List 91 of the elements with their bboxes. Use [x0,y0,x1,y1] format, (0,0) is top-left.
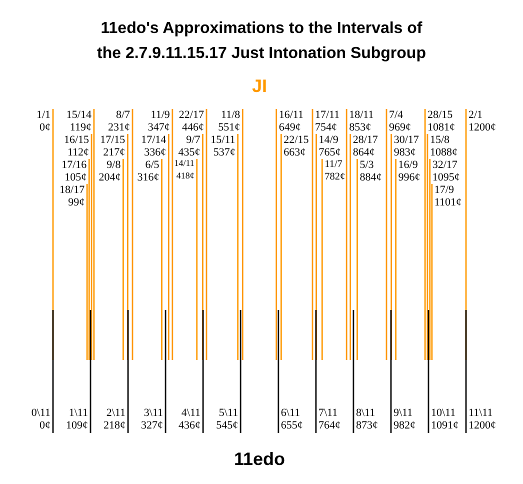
data-label: 336¢ [144,146,166,158]
category-label: 8/7 [116,109,130,121]
data-label: 99¢ [68,196,85,208]
category-label: 7\11 [318,407,338,419]
data-label: 446¢ [182,122,204,134]
data-label: 982¢ [393,420,416,432]
category-label: 15/14 [66,109,92,121]
category-label: 5/3 [360,159,374,171]
data-label: 1088¢ [430,146,458,158]
category-label: 11\11 [468,407,493,419]
data-label: 105¢ [64,172,87,184]
data-label: 435¢ [178,146,200,158]
data-label: 537¢ [213,146,236,158]
data-label: 853¢ [349,122,372,134]
legend-label: JI [252,76,268,96]
category-label: 14/11 [174,158,194,168]
data-label: 436¢ [178,420,201,432]
data-label: 983¢ [394,146,416,158]
legend-label: 11edo [234,449,286,469]
category-label: 1/1 [36,109,50,121]
category-label: 16/15 [64,134,90,146]
category-label: 16/11 [278,109,304,121]
data-label: 884¢ [360,172,382,184]
category-label: 22/15 [284,134,310,146]
data-label: 1091¢ [430,420,458,432]
category-label: 18/17 [60,184,86,196]
data-label: 782¢ [324,172,346,182]
category-label: 0\11 [31,407,50,419]
category-label: 17/11 [315,109,340,121]
data-label: 969¢ [388,122,411,134]
category-label: 17/14 [141,134,167,146]
category-label: 2\11 [106,407,126,419]
category-label: 15/11 [210,134,236,146]
category-label: 3\11 [144,407,164,419]
category-label: 10\11 [430,407,456,419]
data-label: 418¢ [176,170,194,180]
data-label: 649¢ [278,122,301,134]
data-label: 0¢ [40,420,50,432]
category-label: 1\11 [68,407,88,419]
data-label: 873¢ [356,420,378,432]
category-label: 28/17 [352,134,378,146]
data-label: 112¢ [67,146,90,158]
category-label: 17/16 [62,159,88,171]
category-label: 17/9 [434,184,454,196]
data-label: 1095¢ [432,172,460,184]
category-label: 18/11 [349,109,374,121]
category-label: 28/15 [428,109,454,121]
data-label: 347¢ [148,122,170,134]
category-label: 7/4 [388,109,404,121]
category-label: 2/1 [468,109,483,121]
category-label: 6/5 [145,159,160,171]
data-label: 119¢ [70,122,92,134]
data-label: 655¢ [280,420,303,432]
data-label: 218¢ [104,420,126,432]
data-label: 764¢ [318,420,340,432]
category-label: 9/8 [106,159,122,171]
category-label: 9/7 [186,134,201,146]
category-label: 30/17 [394,134,420,146]
data-label: 231¢ [108,122,130,134]
data-label: 663¢ [284,146,306,158]
data-label: 1101¢ [434,196,462,208]
category-label: 16/9 [398,159,418,171]
category-label: 8\11 [356,407,376,419]
data-label: 109¢ [66,420,88,432]
data-label: 551¢ [218,122,240,134]
data-label: 327¢ [141,420,164,432]
data-label: 0¢ [40,122,50,134]
data-label: 765¢ [318,146,341,158]
category-label: 4\11 [181,407,201,419]
text: 11edo's Approximations to the Intervals of the 2.7.9.11.15.17 Just Intonation Subgroup [97,20,426,62]
data-label: 1200¢ [468,420,496,432]
data-label: 1200¢ [468,122,496,134]
category-label: 15/8 [430,134,450,146]
category-label: 11/7 [324,159,342,170]
data-label: 864¢ [352,146,375,158]
data-label: 754¢ [315,122,337,134]
category-label: 17/15 [100,134,126,146]
data-label: 217¢ [103,146,126,158]
data-label: 316¢ [137,172,160,184]
category-label: 32/17 [432,159,458,171]
category-label: 22/17 [178,109,204,121]
category-label: 6\11 [280,407,300,419]
category-label: 5\11 [218,407,238,419]
category-label: 11/9 [150,109,170,121]
data-label: 545¢ [216,420,238,432]
category-label: 11/8 [220,109,241,121]
data-label: 996¢ [398,172,420,184]
data-label: 1081¢ [428,122,456,134]
category-label: 14/9 [318,134,339,146]
data-label: 204¢ [98,172,121,184]
category-label: 9\11 [393,407,413,419]
